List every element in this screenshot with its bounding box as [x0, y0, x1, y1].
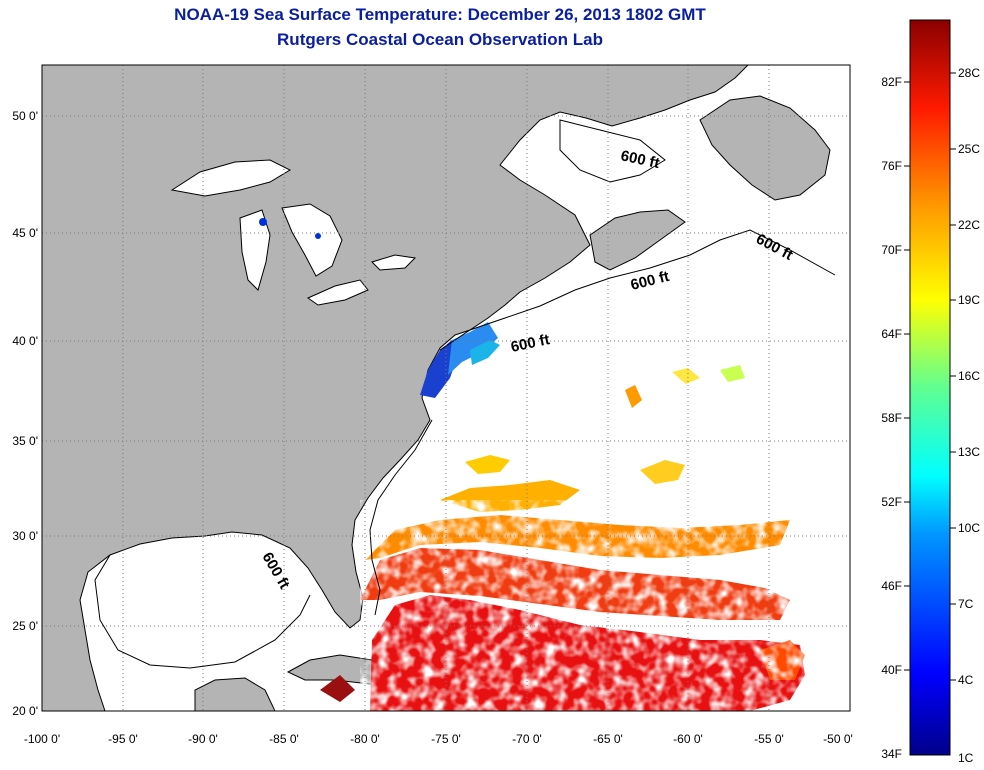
x-tick: -85 0' — [269, 732, 299, 746]
colorbar-c-label: 22C — [958, 218, 980, 232]
colorbar-c-label: 25C — [958, 142, 980, 156]
st-lawrence-water — [559, 119, 666, 183]
x-tick: -55 0' — [754, 732, 784, 746]
colorbar-ticks — [904, 72, 956, 681]
colorbar-f-label: 52F — [881, 495, 902, 509]
north-america-land — [42, 65, 749, 711]
colorbar-f-label: 40F — [881, 663, 902, 677]
y-tick: 20 0' — [12, 704, 38, 718]
newfoundland-land — [699, 95, 831, 201]
colorbar-c-label: 10C — [958, 521, 980, 535]
colorbar-c-label: 28C — [958, 66, 980, 80]
graticule — [42, 65, 850, 711]
x-tick: -50 0' — [823, 732, 853, 746]
colorbar-c-label: 7C — [958, 597, 974, 611]
colorbar-f-label: 34F — [881, 747, 902, 761]
map-frame — [41, 64, 851, 712]
y-tick: 30 0' — [12, 529, 38, 543]
nova-scotia-land — [589, 209, 686, 271]
colorbar-f-label: 82F — [881, 75, 902, 89]
sst-cold-coastal — [259, 218, 500, 398]
colorbar-c-label: 1C — [958, 751, 974, 765]
colorbar-f-label: 46F — [881, 579, 902, 593]
map-content — [42, 65, 850, 711]
colorbar-c-label: 19C — [958, 293, 980, 307]
x-tick: -70 0' — [512, 732, 542, 746]
y-tick: 50 0' — [12, 109, 38, 123]
x-tick: -80 0' — [350, 732, 380, 746]
x-tick: -100 0' — [24, 732, 60, 746]
x-tick: -60 0' — [673, 732, 703, 746]
colorbar-f-label: 58F — [881, 411, 902, 425]
depth-contours — [94, 229, 836, 669]
colorbar-c-labels: 28C 25C 22C 19C 16C 13C 10C 7C 4C 1C — [958, 66, 980, 765]
colorbar-f-labels: 82F 76F 70F 64F 58F 52F 46F 40F 34F — [881, 75, 902, 761]
colorbar-f-label: 76F — [881, 159, 902, 173]
y-tick: 45 0' — [12, 226, 38, 240]
x-tick: -90 0' — [188, 732, 218, 746]
y-tick: 25 0' — [12, 619, 38, 633]
colorbar-c-label: 13C — [958, 445, 980, 459]
colorbar-c-label: 16C — [958, 369, 980, 383]
y-tick: 35 0' — [12, 434, 38, 448]
cloud-speckle — [360, 500, 810, 711]
colorbar-f-label: 64F — [881, 327, 902, 341]
y-axis-ticks: 50 0' 45 0' 40 0' 35 0' 30 0' 25 0' 20 0… — [12, 109, 38, 718]
map-subtitle: Rutgers Coastal Ocean Observation Lab — [277, 30, 603, 49]
map-title: NOAA-19 Sea Surface Temperature: Decembe… — [174, 5, 706, 24]
x-tick: -95 0' — [108, 732, 138, 746]
colorbar-c-label: 4C — [958, 673, 974, 687]
colorbar-f-label: 70F — [881, 243, 902, 257]
x-tick: -75 0' — [431, 732, 461, 746]
x-tick: -65 0' — [593, 732, 623, 746]
colorbar — [909, 19, 951, 756]
great-lakes — [170, 159, 417, 306]
y-tick: 40 0' — [12, 334, 38, 348]
yucatan-land — [194, 677, 276, 711]
x-axis-ticks: -100 0' -95 0' -90 0' -85 0' -80 0' -75 … — [24, 732, 853, 746]
